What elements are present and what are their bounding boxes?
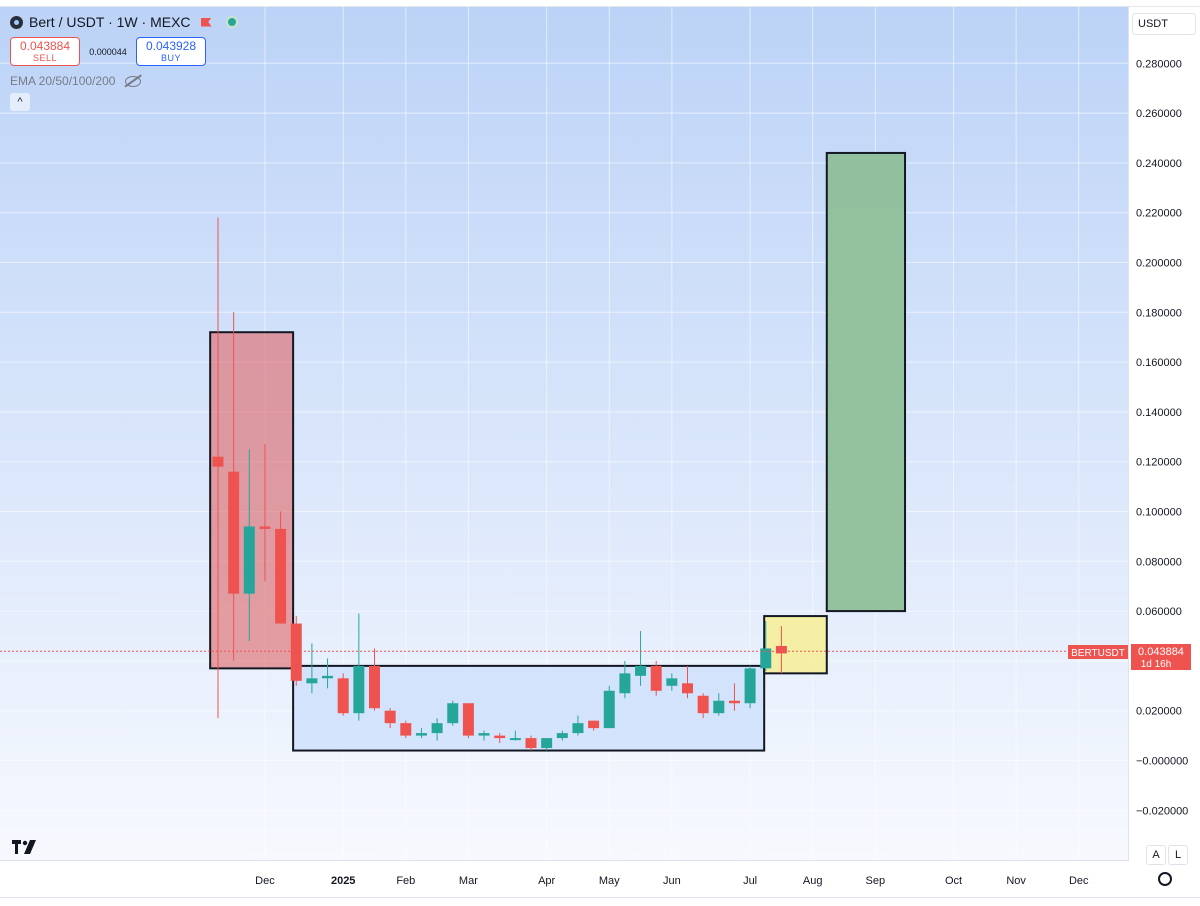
auto-scale-button[interactable]: A bbox=[1146, 845, 1166, 865]
eye-off-icon[interactable] bbox=[125, 75, 142, 87]
sell-label: SELL bbox=[32, 52, 58, 63]
symbol-logo-icon bbox=[10, 15, 23, 29]
buy-price: 0.043928 bbox=[145, 38, 197, 53]
buy-label: BUY bbox=[160, 52, 181, 63]
sell-button[interactable]: 0.043884 SELL bbox=[10, 37, 80, 66]
spread-value: 0.000044 bbox=[89, 46, 127, 57]
collapse-legend-button[interactable]: ^ bbox=[10, 93, 30, 111]
status-dot-icon bbox=[227, 18, 236, 26]
time-axis[interactable] bbox=[0, 860, 1128, 899]
log-scale-button[interactable]: L bbox=[1168, 845, 1188, 865]
indicator-legend[interactable]: EMA 20/50/100/200 bbox=[10, 74, 142, 88]
bottom-toolbar bbox=[0, 897, 1200, 906]
chart-area[interactable] bbox=[0, 6, 1128, 861]
symbol-title[interactable]: Bert / USDT · 1W · MEXC bbox=[29, 14, 191, 30]
flag-icon[interactable] bbox=[200, 17, 212, 27]
buy-button[interactable]: 0.043928 BUY bbox=[136, 37, 206, 66]
sell-price: 0.043884 bbox=[19, 38, 71, 53]
price-axis[interactable] bbox=[1128, 6, 1200, 861]
gear-icon[interactable] bbox=[1158, 872, 1172, 886]
indicator-name[interactable]: EMA 20/50/100/200 bbox=[10, 74, 116, 88]
tradingview-logo-shape bbox=[12, 840, 36, 854]
trade-row: 0.043884 SELL 0.000044 0.043928 BUY bbox=[10, 37, 206, 66]
currency-selector[interactable]: USDT bbox=[1132, 13, 1196, 35]
tradingview-logo-icon[interactable] bbox=[12, 840, 38, 859]
chart-legend-title[interactable]: Bert / USDT · 1W · MEXC bbox=[10, 14, 236, 30]
